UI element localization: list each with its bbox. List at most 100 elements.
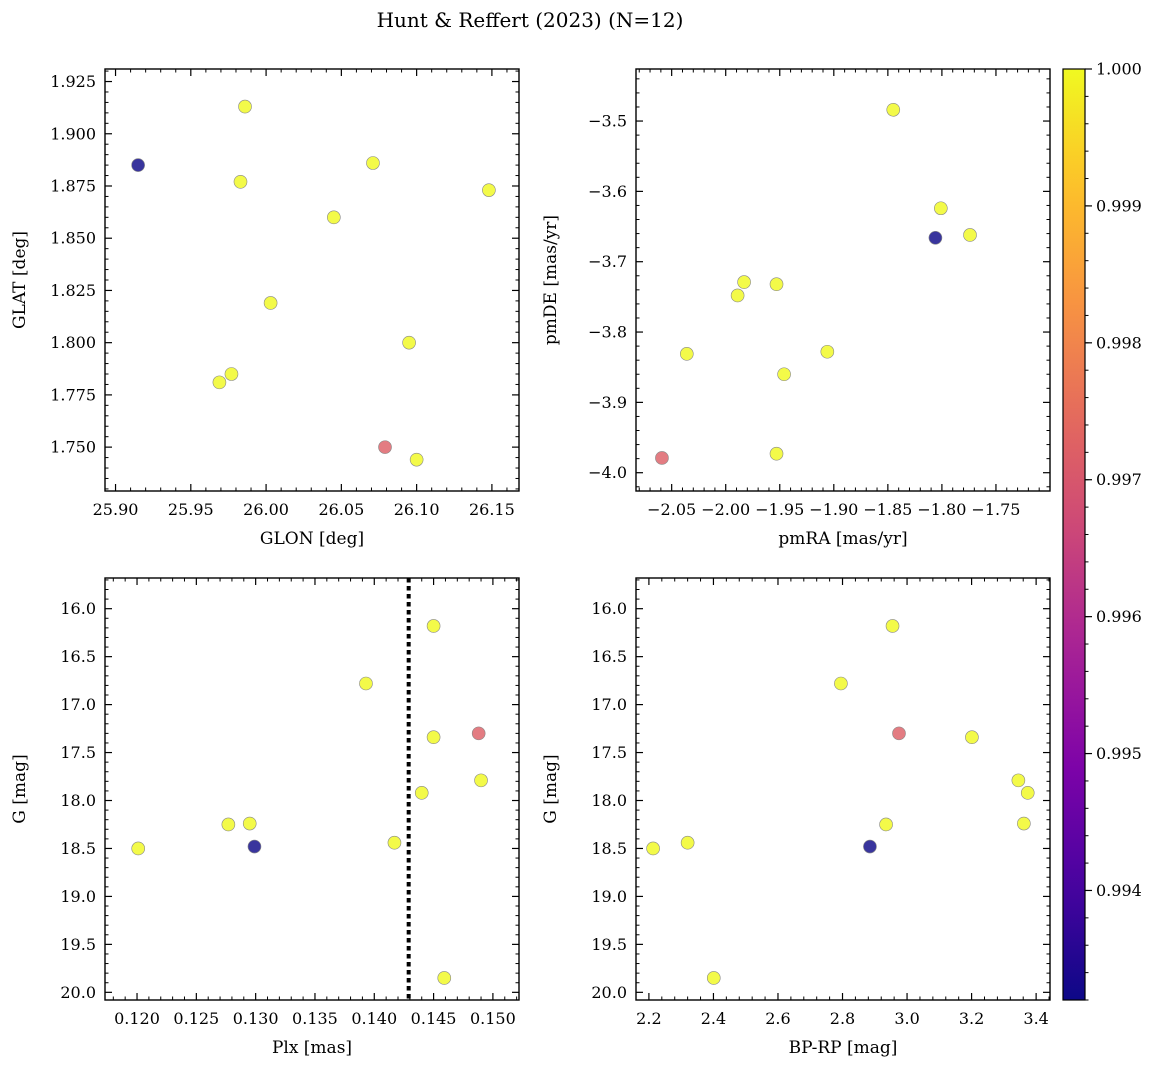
scatter-point [426, 619, 441, 633]
y-tick-label: 1.925 [50, 72, 96, 91]
scatter-point [131, 158, 145, 172]
scatter-point [482, 183, 496, 197]
scatter-point [934, 201, 948, 216]
y-tick-label: 17.0 [591, 695, 627, 714]
scatter-point [834, 676, 848, 691]
scatter-point [863, 839, 877, 854]
y-axis-label: pmDE [mas/yr] [541, 215, 561, 345]
x-tick-label: 0.135 [292, 1009, 338, 1028]
x-axis-label: Plx [mas] [272, 1038, 352, 1058]
scatter-point [366, 156, 380, 170]
y-tick-label: 19.5 [60, 935, 96, 954]
panel-2: −2.05 −2.00 −1.95 −1.90 −1.85 −1.80 −1.75 −4.0 −… [541, 68, 1051, 549]
panel-1: 25.90 25.95 26.00 26.05 26.10 26.15 1.750 1.775… [10, 68, 520, 549]
colorbar-tick-label: 0.996 [1096, 607, 1142, 626]
x-axis-label: pmRA [mas/yr] [778, 529, 907, 549]
scatter-point [402, 335, 416, 350]
y-tick-label: −3.9 [588, 393, 627, 412]
y-tick-label: −3.7 [588, 252, 627, 271]
y-tick-label: 17.5 [591, 743, 627, 762]
y-tick-label: 16.5 [60, 647, 96, 666]
scatter-point [737, 275, 751, 289]
scatter-point [426, 730, 441, 745]
y-tick-label: 18.0 [591, 791, 627, 810]
scatter-point [247, 839, 262, 854]
x-tick-label: 0.125 [173, 1009, 219, 1028]
scatter-point [409, 452, 424, 467]
scatter-point [242, 816, 257, 831]
y-tick-label: 18.5 [591, 839, 627, 858]
scatter-point [769, 277, 784, 292]
x-tick-label: 25.90 [93, 500, 139, 519]
colorbar-tick-label: 0.997 [1096, 470, 1142, 489]
scatter-point [238, 99, 252, 114]
y-tick-label: −3.8 [588, 323, 627, 342]
scatter-point [820, 344, 835, 359]
x-tick-label: −1.95 [755, 500, 804, 519]
x-axis-label: BP-RP [mag] [789, 1038, 898, 1058]
y-axis-label: GLAT [deg] [10, 231, 30, 329]
figure-title: Hunt & Reffert (2023) (N=12) [377, 8, 684, 32]
x-tick-label: 0.130 [233, 1009, 279, 1028]
scatter-point [224, 367, 239, 381]
x-tick-label: −2.00 [701, 500, 750, 519]
plot-frame [104, 577, 520, 1001]
scatter-point [963, 228, 977, 242]
scatter-point [263, 296, 278, 310]
x-tick-label: 2.2 [636, 1009, 661, 1028]
plot-frame [635, 68, 1051, 492]
y-tick-label: 1.825 [50, 281, 96, 300]
scatter-point [730, 288, 745, 303]
scatter-point [1017, 816, 1031, 831]
y-tick-label: 19.5 [591, 935, 627, 954]
scatter-point [769, 446, 784, 461]
colorbar-gradient [1062, 68, 1086, 1001]
colorbar-tick-label: 0.999 [1096, 196, 1142, 215]
scatter-point [879, 817, 893, 832]
colorbar-tick-label: 1.000 [1096, 60, 1142, 79]
plot-frame [635, 577, 1051, 1001]
y-tick-label: 1.850 [50, 229, 96, 248]
scatter-point [437, 971, 452, 985]
x-tick-label: 26.05 [318, 500, 364, 519]
y-tick-label: 20.0 [60, 983, 96, 1002]
y-tick-label: −3.6 [588, 182, 627, 201]
x-tick-label: −1.80 [917, 500, 966, 519]
x-tick-label: 0.120 [114, 1009, 160, 1028]
scatter-point [965, 730, 979, 745]
x-tick-label: 25.95 [168, 500, 214, 519]
x-tick-label: 2.8 [830, 1009, 855, 1028]
scatter-point [1020, 786, 1035, 800]
x-tick-label: 26.15 [469, 500, 515, 519]
x-tick-label: 2.6 [765, 1009, 790, 1028]
x-tick-label: 3.0 [894, 1009, 919, 1028]
x-tick-label: 26.10 [394, 500, 440, 519]
scatter-point [680, 347, 694, 361]
y-tick-label: 20.0 [591, 983, 627, 1002]
panel-3: 0.120 0.125 0.130 0.135 0.140 0.145 0.150 16.0 1… [10, 577, 520, 1058]
colorbar-tick-label: 0.998 [1096, 333, 1142, 352]
scatter-point [892, 726, 906, 741]
scatter-point [680, 835, 695, 850]
x-tick-label: 0.140 [351, 1009, 397, 1028]
colorbar: 0.994 0.995 0.996 0.997 0.998 0.999 1.000 [1062, 60, 1142, 1001]
scatter-point [131, 841, 146, 856]
colorbar-tick-label: 0.994 [1096, 881, 1142, 900]
y-tick-label: 1.875 [50, 176, 96, 195]
y-tick-label: 18.5 [60, 839, 96, 858]
scatter-point [359, 676, 373, 691]
y-tick-label: −4.0 [588, 463, 627, 482]
scatter-point [378, 440, 392, 454]
y-tick-label: 1.800 [50, 333, 96, 352]
y-tick-label: 16.0 [591, 599, 627, 618]
y-tick-label: 1.900 [50, 124, 96, 143]
x-tick-label: 26.00 [243, 500, 289, 519]
y-tick-label: 1.750 [50, 438, 96, 457]
y-tick-label: 16.0 [60, 599, 96, 618]
y-tick-label: 1.775 [50, 385, 96, 404]
scatter-point [886, 102, 901, 117]
x-tick-label: 0.150 [470, 1009, 516, 1028]
y-axis-label: G [mag] [541, 754, 561, 823]
scatter-point [928, 231, 943, 245]
